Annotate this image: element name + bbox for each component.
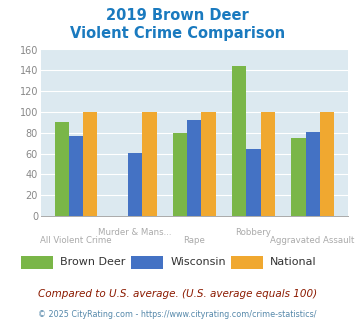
Text: © 2025 CityRating.com - https://www.cityrating.com/crime-statistics/: © 2025 CityRating.com - https://www.city… xyxy=(38,310,317,319)
Bar xyxy=(306,132,320,216)
Bar xyxy=(142,112,157,216)
Text: Compared to U.S. average. (U.S. average equals 100): Compared to U.S. average. (U.S. average … xyxy=(38,289,317,299)
Text: Robbery: Robbery xyxy=(236,228,272,237)
Text: Wisconsin: Wisconsin xyxy=(170,257,226,267)
Bar xyxy=(291,138,306,216)
Text: All Violent Crime: All Violent Crime xyxy=(40,236,112,245)
Text: Aggravated Assault: Aggravated Assault xyxy=(271,236,355,245)
Text: 2019 Brown Deer: 2019 Brown Deer xyxy=(106,8,249,23)
Bar xyxy=(232,66,246,216)
Bar xyxy=(69,136,83,216)
Bar xyxy=(128,152,142,216)
Bar xyxy=(320,112,334,216)
Bar xyxy=(55,122,69,216)
Text: National: National xyxy=(270,257,316,267)
Bar xyxy=(173,133,187,216)
Bar xyxy=(83,112,97,216)
Bar xyxy=(187,120,201,216)
Text: Violent Crime Comparison: Violent Crime Comparison xyxy=(70,26,285,41)
Text: Brown Deer: Brown Deer xyxy=(60,257,126,267)
Text: Rape: Rape xyxy=(184,236,205,245)
Bar xyxy=(201,112,215,216)
Text: Murder & Mans...: Murder & Mans... xyxy=(98,228,172,237)
Bar xyxy=(246,149,261,216)
Bar xyxy=(261,112,275,216)
